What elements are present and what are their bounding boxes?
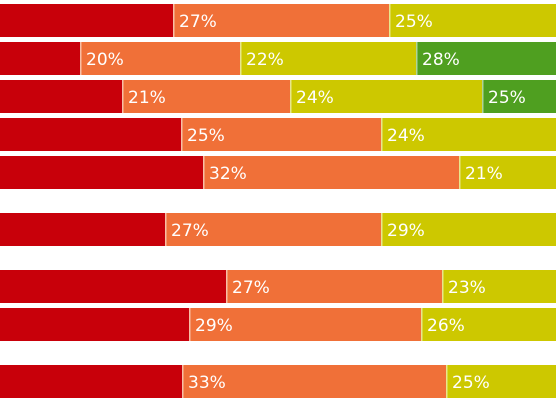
segment-divider bbox=[189, 308, 191, 341]
data-label-r3-s4: 25% bbox=[488, 88, 526, 108]
data-label-r1-s3: 25% bbox=[395, 12, 433, 32]
segment-divider bbox=[381, 213, 383, 246]
segment-divider bbox=[203, 156, 205, 189]
bar-segment-r8-s1 bbox=[0, 308, 189, 341]
bar-segment-r5-s1 bbox=[0, 156, 203, 189]
bar-segment-r7-s3 bbox=[442, 270, 556, 303]
data-label-r2-s2: 20% bbox=[86, 50, 124, 70]
data-label-r7-s2: 27% bbox=[232, 278, 270, 298]
segment-divider bbox=[416, 42, 418, 75]
bar-segment-r1-s1 bbox=[0, 4, 173, 37]
segment-divider bbox=[381, 118, 383, 151]
bar-segment-r2-s4 bbox=[416, 42, 556, 75]
bar-segment-r8-s2 bbox=[189, 308, 421, 341]
segment-divider bbox=[446, 365, 448, 398]
segment-divider bbox=[80, 42, 82, 75]
bar-segment-r5-s3 bbox=[459, 156, 556, 189]
bar-row-1: 27% 25% bbox=[0, 4, 556, 37]
data-label-r2-s4: 28% bbox=[422, 50, 460, 70]
segment-divider bbox=[482, 80, 484, 113]
segment-divider bbox=[165, 213, 167, 246]
bar-segment-r3-s3 bbox=[290, 80, 482, 113]
bar-segment-r2-s1 bbox=[0, 42, 80, 75]
bar-segment-r9-s2 bbox=[182, 365, 446, 398]
bar-segment-r1-s2 bbox=[173, 4, 389, 37]
data-label-r9-s2: 33% bbox=[188, 373, 226, 393]
data-label-r2-s3: 22% bbox=[246, 50, 284, 70]
bar-row-8: 29% 26% bbox=[0, 308, 556, 341]
data-label-r5-s3: 21% bbox=[465, 164, 503, 184]
segment-divider bbox=[226, 270, 228, 303]
bar-segment-r7-s2 bbox=[226, 270, 442, 303]
segment-divider bbox=[173, 4, 175, 37]
bar-row-3: 21% 24% 25% bbox=[0, 80, 556, 113]
bar-row-7: 27% 23% bbox=[0, 270, 556, 303]
bar-row-5: 32% 21% bbox=[0, 156, 556, 189]
bar-row-9: 33% 25% bbox=[0, 365, 556, 398]
segment-divider bbox=[459, 156, 461, 189]
data-label-r8-s3: 26% bbox=[427, 316, 465, 336]
bar-segment-r6-s3 bbox=[381, 213, 556, 246]
data-label-r8-s2: 29% bbox=[195, 316, 233, 336]
segment-divider bbox=[122, 80, 124, 113]
segment-divider bbox=[240, 42, 242, 75]
bar-row-2: 20% 22% 28% bbox=[0, 42, 556, 75]
bar-segment-r9-s1 bbox=[0, 365, 182, 398]
segment-divider bbox=[421, 308, 423, 341]
data-label-r3-s3: 24% bbox=[296, 88, 334, 108]
data-label-r6-s3: 29% bbox=[387, 221, 425, 241]
segment-divider bbox=[442, 270, 444, 303]
bar-segment-r8-s3 bbox=[421, 308, 556, 341]
segment-divider bbox=[389, 4, 391, 37]
bar-row-6: 27% 29% bbox=[0, 213, 556, 246]
bar-segment-r7-s1 bbox=[0, 270, 226, 303]
segment-divider bbox=[290, 80, 292, 113]
bar-segment-r2-s3 bbox=[240, 42, 416, 75]
data-label-r1-s2: 27% bbox=[179, 12, 217, 32]
bar-segment-r4-s3 bbox=[381, 118, 556, 151]
data-label-r6-s2: 27% bbox=[171, 221, 209, 241]
bar-row-4: 25% 24% bbox=[0, 118, 556, 151]
data-label-r5-s2: 32% bbox=[209, 164, 247, 184]
bar-segment-r6-s1 bbox=[0, 213, 165, 246]
bar-segment-r5-s2 bbox=[203, 156, 459, 189]
data-label-r4-s3: 24% bbox=[387, 126, 425, 146]
data-label-r9-s3: 25% bbox=[452, 373, 490, 393]
bar-segment-r3-s2 bbox=[122, 80, 290, 113]
data-label-r4-s2: 25% bbox=[187, 126, 225, 146]
bar-segment-r4-s1 bbox=[0, 118, 181, 151]
segment-divider bbox=[182, 365, 184, 398]
data-label-r7-s3: 23% bbox=[448, 278, 486, 298]
data-label-r3-s2: 21% bbox=[128, 88, 166, 108]
bar-segment-r3-s4 bbox=[482, 80, 556, 113]
bar-segment-r9-s3 bbox=[446, 365, 556, 398]
segment-divider bbox=[181, 118, 183, 151]
bar-segment-r2-s2 bbox=[80, 42, 240, 75]
bar-segment-r3-s1 bbox=[0, 80, 122, 113]
bar-segment-r6-s2 bbox=[165, 213, 381, 246]
bar-segment-r1-s3 bbox=[389, 4, 556, 37]
bar-segment-r4-s2 bbox=[181, 118, 381, 151]
